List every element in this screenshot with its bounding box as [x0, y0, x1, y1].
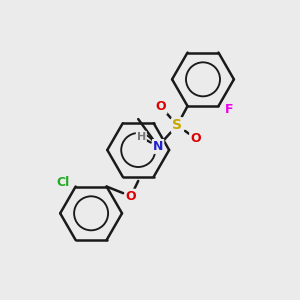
Text: F: F [224, 103, 233, 116]
Text: O: O [190, 132, 201, 145]
Text: O: O [125, 190, 136, 203]
Text: Cl: Cl [57, 176, 70, 189]
Text: O: O [156, 100, 167, 113]
Text: S: S [172, 118, 182, 132]
Text: N: N [153, 140, 163, 153]
Text: H: H [137, 132, 146, 142]
